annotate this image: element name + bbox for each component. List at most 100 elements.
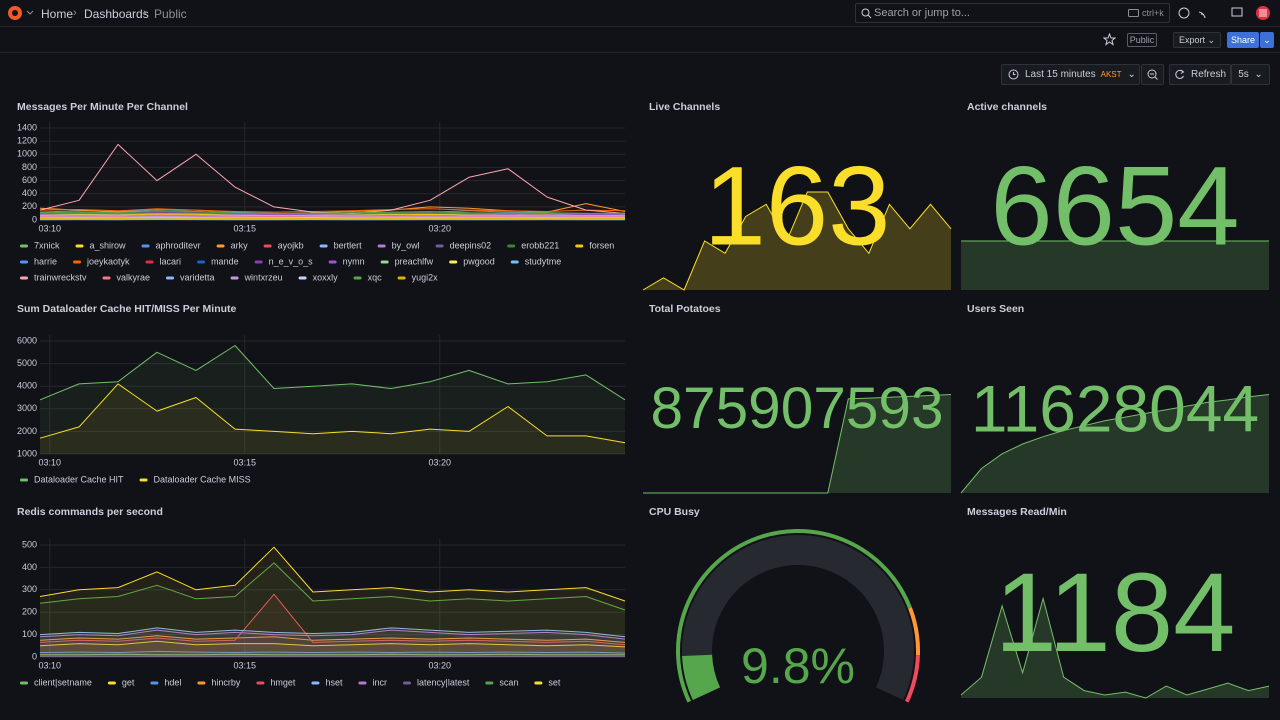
legend-label: nymn: [343, 256, 365, 266]
refresh-button[interactable]: Refresh: [1169, 64, 1231, 85]
legend-swatch: [507, 244, 516, 248]
legend-item: aphroditevr: [141, 240, 201, 250]
legend-item: set: [534, 677, 561, 687]
x-tick-label: 03:15: [233, 457, 256, 467]
x-tick-label: 03:10: [38, 223, 61, 233]
export-button[interactable]: Export ⌄: [1173, 32, 1221, 48]
dashboard-toolbar: Public Export ⌄ Share ⌄: [0, 27, 1280, 53]
y-tick-label: 300: [22, 584, 37, 594]
clock-icon: [1008, 69, 1019, 80]
legend-item: deepins02: [435, 240, 491, 250]
x-tick-label: 03:20: [428, 457, 451, 467]
series-line: [39, 383, 626, 444]
zoom-out-button[interactable]: [1141, 64, 1164, 85]
star-icon[interactable]: [1103, 33, 1116, 46]
y-tick-label: 400: [22, 562, 37, 572]
sparkline-area: [643, 394, 951, 493]
legend-item: Dataloader Cache HIT: [20, 474, 124, 484]
series-area: [40, 562, 625, 657]
legend-label: latency|latest: [417, 677, 470, 687]
legend-label: get: [122, 677, 135, 687]
panel-title: CPU Busy: [649, 506, 700, 518]
legend-item: a_shirow: [75, 240, 126, 250]
legend-label: preachlfw: [395, 256, 434, 266]
y-tick-label: 200: [22, 607, 37, 617]
legend-item: by_owl: [377, 240, 420, 250]
legend-item: Dataloader Cache MISS: [139, 474, 251, 484]
legend-label: aphroditevr: [156, 240, 201, 250]
legend-item: latency|latest: [402, 677, 470, 687]
breadcrumb[interactable]: Dashboards: [84, 7, 149, 21]
legend-swatch: [102, 276, 111, 280]
legend-swatch: [107, 681, 116, 685]
y-tick-label: 600: [22, 175, 37, 185]
legend-label: joeykaotyk: [86, 256, 130, 266]
y-tick-label: 400: [22, 188, 37, 198]
sparkline-line: [960, 596, 1270, 699]
gauge-track: [682, 535, 914, 700]
share-button[interactable]: Share: [1227, 32, 1259, 48]
topbar-icons[interactable]: [1176, 5, 1272, 23]
panel-title: Sum Dataloader Cache HIT/MISS Per Minute: [17, 303, 237, 315]
legend-swatch: [319, 244, 328, 248]
y-tick-label: 1200: [17, 136, 37, 146]
panel: [958, 298, 1272, 495]
legend-swatch: [353, 276, 362, 280]
legend-swatch: [197, 681, 206, 685]
legend-swatch: [575, 244, 584, 248]
legend-label: studytme: [525, 256, 562, 266]
sparkline-area: [643, 192, 951, 290]
y-tick-label: 0: [32, 651, 37, 661]
breadcrumb: Public: [154, 7, 187, 21]
legend-label: trainwreckstv: [34, 272, 87, 282]
series-line: [39, 562, 626, 611]
legend-label: hincrby: [211, 677, 241, 687]
legend-label: yugi2x: [412, 272, 439, 282]
stat-value: 6654: [990, 143, 1239, 268]
legend-swatch: [216, 244, 225, 248]
y-tick-label: 5000: [17, 358, 37, 368]
sparkline-area: [961, 598, 1269, 698]
stat-value: 163: [704, 143, 891, 268]
legend-item: hset: [311, 677, 343, 687]
legend-swatch: [166, 276, 175, 280]
series-line: [39, 214, 625, 217]
share-dropdown[interactable]: ⌄: [1260, 32, 1274, 48]
series-line: [39, 345, 626, 401]
breadcrumb-separator: ›: [143, 7, 147, 19]
series-line: [39, 627, 626, 638]
legend-swatch: [230, 276, 239, 280]
legend-swatch: [435, 244, 444, 248]
legend-swatch: [254, 260, 263, 264]
time-range-picker[interactable]: Last 15 minutes AKST ⌄: [1001, 64, 1140, 85]
legend-item: mande: [197, 256, 239, 266]
legend-label: client|setname: [34, 677, 92, 687]
series-line: [39, 213, 626, 217]
series-area: [40, 547, 625, 657]
y-tick-label: 800: [22, 162, 37, 172]
legend-item: pwgood: [449, 256, 495, 266]
refresh-interval[interactable]: 5s ⌄: [1231, 64, 1270, 85]
legend-label: hmget: [270, 677, 296, 687]
public-badge: Public: [1127, 33, 1157, 47]
legend-swatch: [328, 260, 337, 264]
timezone: AKST: [1100, 70, 1122, 79]
legend-item: incr: [358, 677, 387, 687]
legend-item: yugi2x: [397, 272, 439, 282]
panel-title: Users Seen: [967, 303, 1024, 315]
y-tick-label: 2000: [17, 426, 37, 436]
legend-label: Dataloader Cache MISS: [154, 474, 251, 484]
search-box[interactable]: Search or jump to... ctrl+k: [855, 3, 1170, 23]
x-tick-label: 03:10: [38, 457, 61, 467]
legend-label: xoxxly: [313, 272, 339, 282]
legend-item: valkyrae: [102, 272, 150, 282]
legend-swatch: [141, 244, 150, 248]
sparkline-line: [642, 191, 952, 291]
legend-swatch: [449, 260, 458, 264]
series-line: [39, 546, 626, 602]
logo[interactable]: [6, 4, 34, 22]
panel-title: Live Channels: [649, 101, 720, 113]
breadcrumb[interactable]: Home: [41, 7, 74, 21]
y-tick-label: 6000: [17, 335, 37, 345]
